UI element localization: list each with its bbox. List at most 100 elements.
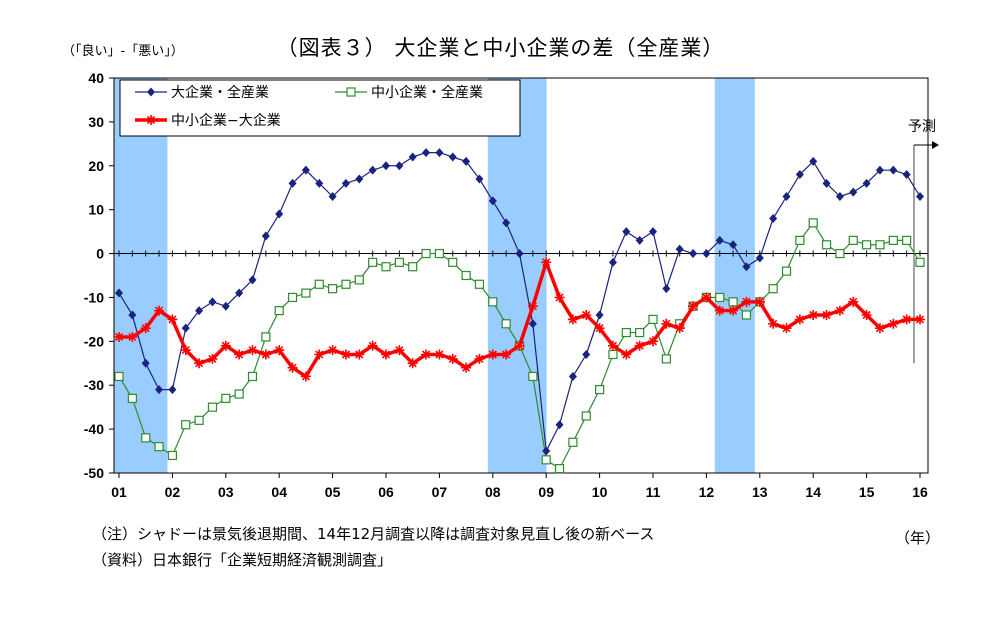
data-point — [127, 393, 137, 403]
data-point — [434, 248, 444, 259]
data-point — [474, 353, 485, 364]
data-point — [315, 178, 324, 188]
y-tick-label: 20 — [88, 158, 104, 174]
data-point — [648, 336, 658, 347]
y-tick-label: 40 — [88, 70, 104, 86]
data-point — [234, 389, 244, 399]
data-point — [742, 262, 751, 272]
data-point — [208, 297, 217, 307]
data-point — [607, 340, 618, 351]
data-point — [714, 305, 725, 316]
data-point — [902, 235, 912, 245]
data-point — [314, 279, 324, 289]
data-point — [220, 340, 231, 351]
data-point — [408, 152, 417, 162]
data-point — [621, 349, 632, 360]
data-point — [728, 297, 738, 307]
series-small — [114, 218, 925, 474]
data-point — [528, 371, 538, 382]
data-point — [689, 249, 698, 259]
data-point — [488, 297, 498, 307]
data-point — [515, 249, 524, 259]
y-axis-unit: （「良い」-「悪い」） — [62, 44, 184, 59]
data-point — [715, 235, 724, 245]
x-tick-label: 02 — [165, 484, 181, 500]
data-point — [662, 284, 671, 294]
data-point — [435, 148, 444, 158]
data-point — [114, 371, 124, 382]
data-point — [541, 257, 552, 268]
data-point — [541, 455, 551, 465]
x-tick-label: 13 — [752, 484, 768, 500]
legend-box — [119, 79, 521, 137]
legend-label: 大企業・全産業 — [171, 84, 269, 101]
data-point — [675, 244, 684, 254]
data-point — [902, 170, 911, 180]
data-point — [421, 349, 432, 360]
data-point — [408, 262, 418, 272]
data-point — [741, 296, 752, 307]
x-tick-label: 06 — [378, 484, 394, 500]
data-point — [287, 292, 298, 303]
data-point — [501, 349, 512, 360]
data-point — [502, 218, 511, 228]
y-tick-label: 30 — [88, 114, 104, 130]
data-point — [808, 218, 818, 228]
data-point — [888, 318, 899, 329]
data-point — [288, 178, 297, 188]
data-point — [115, 288, 123, 298]
data-point — [768, 318, 779, 329]
data-point — [875, 165, 884, 175]
data-point — [127, 331, 138, 342]
data-point — [528, 319, 537, 329]
data-point — [594, 323, 605, 334]
data-point — [168, 385, 177, 395]
data-point — [382, 161, 390, 171]
data-point — [809, 156, 818, 166]
data-point — [715, 292, 725, 303]
data-point — [194, 358, 205, 369]
data-point — [448, 152, 457, 162]
recession-band — [714, 78, 755, 473]
series-diff — [114, 257, 925, 382]
data-point — [274, 345, 285, 356]
data-point — [755, 253, 764, 263]
data-point — [835, 192, 844, 201]
data-point — [514, 340, 525, 351]
data-point — [795, 170, 804, 180]
data-point — [915, 257, 925, 267]
y-tick-label: -30 — [84, 377, 104, 393]
data-point — [260, 349, 271, 360]
data-point — [395, 161, 404, 171]
data-point — [154, 442, 164, 452]
data-point — [635, 235, 644, 245]
data-point — [141, 358, 150, 368]
data-point — [167, 314, 178, 325]
y-tick-label: -20 — [84, 333, 104, 349]
data-point — [582, 350, 591, 359]
data-point — [141, 433, 151, 443]
data-point — [834, 305, 845, 316]
data-point — [328, 284, 338, 294]
x-tick-label: 15 — [859, 484, 875, 500]
data-point — [461, 362, 472, 373]
data-point — [475, 174, 484, 184]
data-point — [146, 115, 156, 125]
chart-title: （図表３） 大企業と中小企業の差（全産業） — [276, 36, 725, 60]
data-point — [167, 450, 177, 461]
data-point — [754, 296, 765, 307]
data-point — [368, 165, 377, 175]
data-point — [874, 323, 885, 334]
x-tick-label: 14 — [805, 484, 821, 500]
data-point — [340, 349, 351, 360]
plot-frame — [113, 77, 929, 474]
data-point — [341, 178, 350, 188]
data-point — [394, 257, 404, 267]
data-point — [649, 227, 657, 237]
data-point — [554, 292, 565, 303]
data-point — [367, 340, 378, 351]
data-point — [247, 371, 258, 382]
data-point — [608, 349, 618, 360]
data-point — [180, 345, 191, 356]
